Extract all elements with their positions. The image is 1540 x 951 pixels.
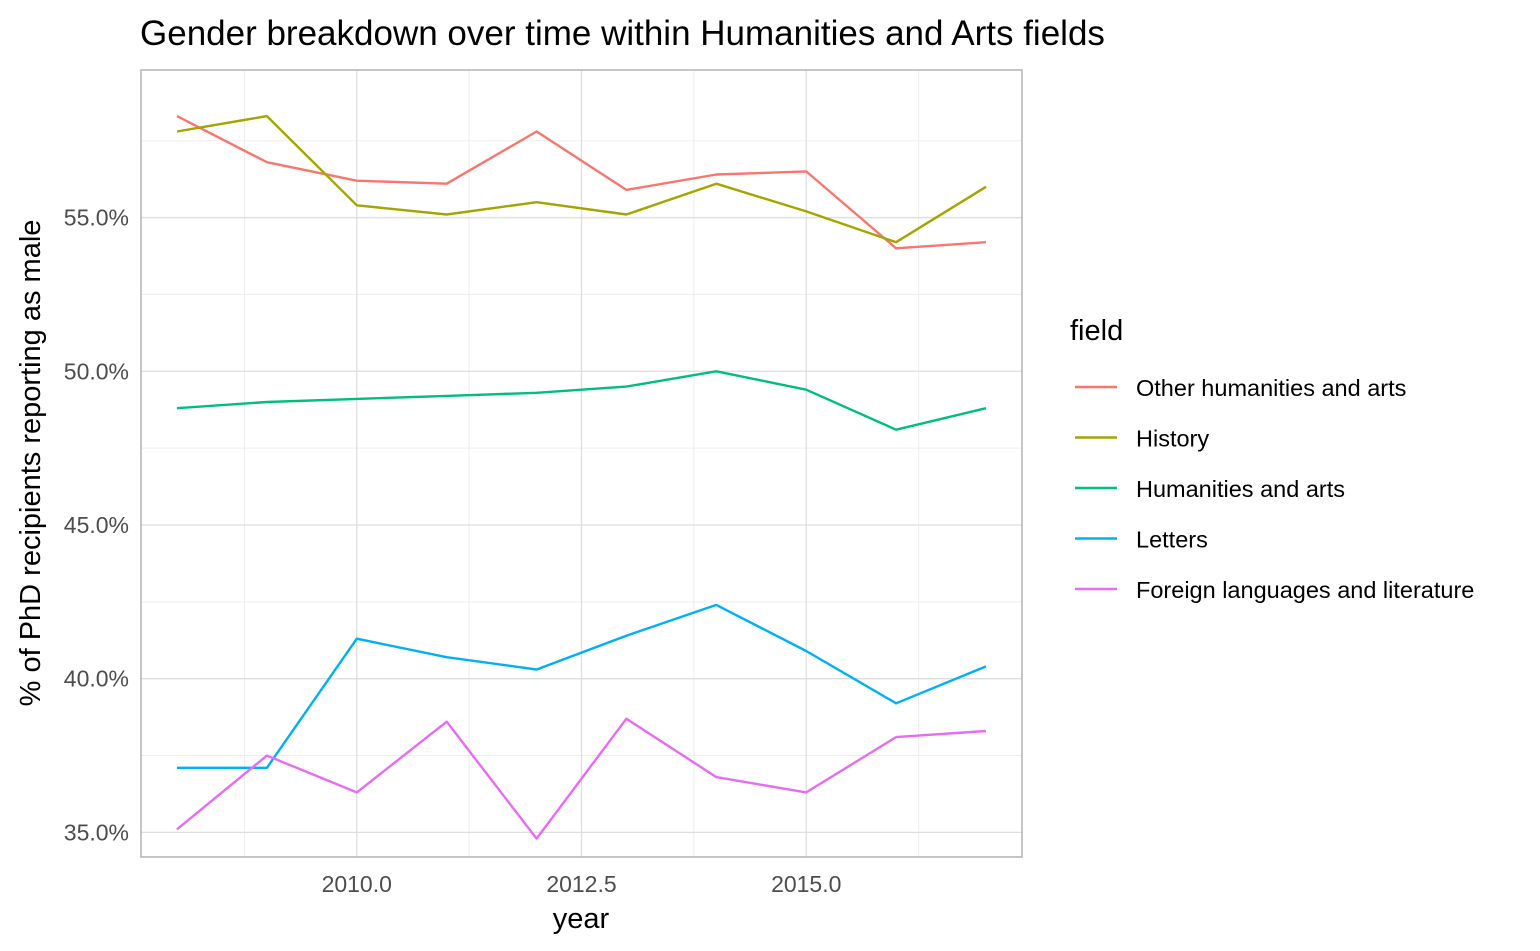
y-tick-label: 35.0% <box>64 819 129 845</box>
legend-label: History <box>1136 426 1209 452</box>
plot-border <box>140 69 1023 858</box>
x-tick-label: 2015.0 <box>771 871 841 897</box>
y-tick-label: 45.0% <box>64 512 129 538</box>
x-axis-label: year <box>553 903 610 935</box>
plot-panel <box>140 69 1023 858</box>
legend-label: Letters <box>1136 527 1208 553</box>
y-tick-label: 50.0% <box>64 358 129 384</box>
x-tick-label: 2012.5 <box>546 871 616 897</box>
legend-items: Other humanities and arts History Humaniti… <box>1075 375 1474 603</box>
series-lines <box>176 114 987 840</box>
y-tick-label: 40.0% <box>64 666 129 692</box>
series-line <box>176 114 987 244</box>
series-line <box>177 603 987 769</box>
series-line <box>176 115 987 250</box>
legend-title: field <box>1070 315 1123 347</box>
series-line <box>176 717 987 840</box>
legend-label: Humanities and arts <box>1136 476 1345 502</box>
y-tick-label: 55.0% <box>64 205 129 231</box>
legend-label: Foreign languages and literature <box>1136 577 1474 603</box>
legend: field Other humanities and arts History Hu… <box>1070 315 1474 603</box>
x-tick-label: 2010.0 <box>322 871 392 897</box>
y-axis-ticks: 35.0% 40.0% 45.0% 50.0% 55.0% <box>64 205 129 846</box>
legend-label: Other humanities and arts <box>1136 375 1406 401</box>
y-axis-label: % of PhD recipients reporting as male <box>15 220 47 707</box>
chart-title: Gender breakdown over time within Humani… <box>140 14 1105 53</box>
x-axis-ticks: 2010.0 2012.5 2015.0 <box>322 871 842 897</box>
grid-major <box>141 70 1022 857</box>
series-line <box>176 370 987 431</box>
